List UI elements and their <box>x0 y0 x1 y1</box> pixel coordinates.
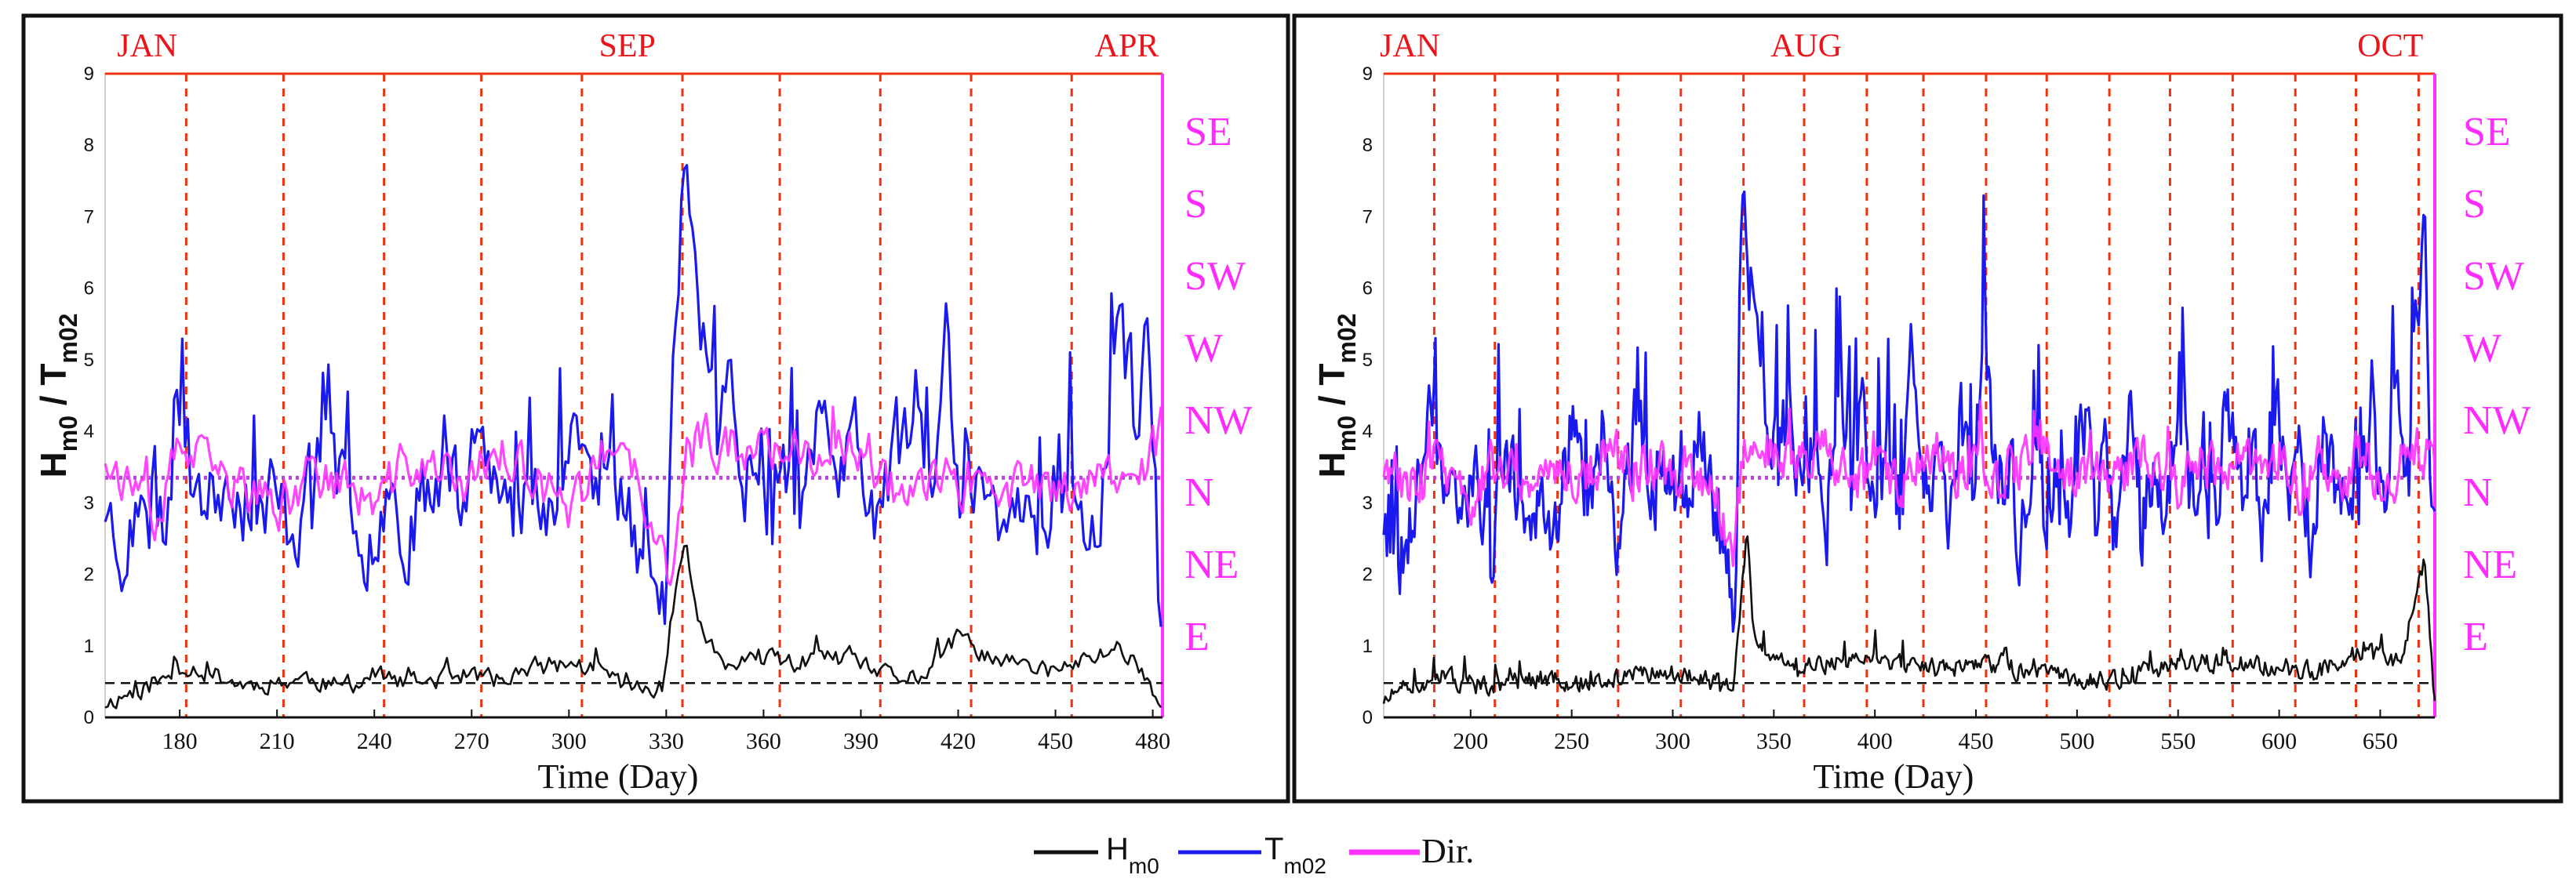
direction-label: NE <box>2463 543 2517 587</box>
y-tick-label: 2 <box>84 564 94 586</box>
direction-label: W <box>2463 326 2501 371</box>
x-tick-label: 360 <box>746 728 781 754</box>
direction-label: W <box>1184 326 1223 371</box>
y-tick-label: 9 <box>84 64 94 85</box>
series-line-dir <box>104 405 1162 586</box>
x-tick-label: 250 <box>1554 728 1589 754</box>
panel-frame-left <box>21 13 1290 804</box>
y-axis-title: Hm0 / Tm02 <box>33 314 82 478</box>
y-tick-label: 7 <box>84 206 94 227</box>
direction-label: S <box>2463 182 2486 227</box>
y-tick-label: 0 <box>1363 707 1373 728</box>
y-tick-label: 3 <box>1363 492 1373 514</box>
legend: Hm0 Tm02 Dir. <box>1034 832 1474 878</box>
y-tick-label: 1 <box>84 636 94 657</box>
direction-label: NW <box>2463 398 2531 443</box>
direction-label: SE <box>2463 110 2511 154</box>
month-label: JAN <box>117 28 177 64</box>
month-label: JAN <box>1380 28 1440 64</box>
plot-area <box>1383 73 2436 718</box>
y-tick-label: 4 <box>1363 421 1373 442</box>
x-axis-title: Time (Day) <box>538 757 699 796</box>
y-tick-label: 5 <box>84 350 94 371</box>
direction-label: E <box>2463 615 2488 659</box>
direction-label: NE <box>1184 543 1239 587</box>
y-tick-label: 5 <box>1363 350 1373 371</box>
y-tick-label: 6 <box>84 278 94 299</box>
series-line-dir <box>1382 399 2436 568</box>
chart-left: JAN SEP APR 0 1 2 3 4 5 6 7 8 9 180 210 240 270 300 330 360… <box>33 28 1253 796</box>
series-line-tm02 <box>1382 190 2436 633</box>
x-tick-label: 330 <box>649 728 684 754</box>
y-tick-label: 0 <box>84 707 94 728</box>
x-tick-label: 600 <box>2261 728 2297 754</box>
direction-label: SE <box>1184 110 1232 154</box>
x-tick-label: 500 <box>2059 728 2094 754</box>
x-tick-label: 480 <box>1135 728 1170 754</box>
series-line-hm0 <box>1382 535 2436 704</box>
plot-area <box>104 73 1163 718</box>
direction-label: SW <box>1184 254 1246 299</box>
x-tick-label: 300 <box>1655 728 1690 754</box>
x-tick-label: 210 <box>260 728 295 754</box>
x-tick-label: 550 <box>2160 728 2196 754</box>
legend-label-tm02: Tm02 <box>1264 832 1326 878</box>
y-tick-label: 8 <box>1363 135 1373 156</box>
month-label: SEP <box>599 28 656 64</box>
y-tick-label: 7 <box>1363 206 1373 227</box>
direction-label: S <box>1184 182 1207 227</box>
month-label: APR <box>1095 28 1159 64</box>
y-tick-label: 6 <box>1363 278 1373 299</box>
x-tick-label: 240 <box>357 728 392 754</box>
direction-label: E <box>1184 615 1210 659</box>
x-tick-label: 650 <box>2363 728 2398 754</box>
x-tick-label: 270 <box>454 728 489 754</box>
x-tick-label: 300 <box>551 728 587 754</box>
direction-label: N <box>2463 470 2493 515</box>
panel-frame-right <box>1292 13 2563 804</box>
direction-label: SW <box>2463 254 2524 299</box>
direction-label: N <box>1184 470 1214 515</box>
legend-label-dir: Dir. <box>1421 832 1474 870</box>
y-tick-label: 3 <box>84 492 94 514</box>
x-tick-label: 450 <box>1038 728 1073 754</box>
series-line-hm0 <box>104 544 1162 710</box>
y-tick-label: 4 <box>84 421 94 442</box>
x-tick-label: 400 <box>1857 728 1893 754</box>
y-axis-title: Hm0 / Tm02 <box>1312 314 1361 478</box>
y-tick-label: 8 <box>84 135 94 156</box>
x-tick-label: 450 <box>1959 728 1994 754</box>
x-tick-label: 180 <box>162 728 198 754</box>
month-label: AUG <box>1770 28 1842 64</box>
legend-label-hm0: Hm0 <box>1106 832 1159 878</box>
y-tick-label: 9 <box>1363 64 1373 85</box>
x-tick-label: 200 <box>1453 728 1488 754</box>
direction-label: NW <box>1184 398 1253 443</box>
month-label: OCT <box>2357 28 2423 64</box>
x-axis-title: Time (Day) <box>1814 757 1974 796</box>
y-tick-label: 1 <box>1363 636 1373 657</box>
chart-right: JAN AUG OCT 0 1 2 3 4 5 6 7 8 9 200 250 300 350 400 450 500… <box>1312 28 2531 796</box>
series-line-tm02 <box>104 164 1162 627</box>
y-tick-label: 2 <box>1363 564 1373 586</box>
x-tick-label: 420 <box>941 728 976 754</box>
x-tick-label: 350 <box>1756 728 1792 754</box>
x-tick-label: 390 <box>843 728 879 754</box>
